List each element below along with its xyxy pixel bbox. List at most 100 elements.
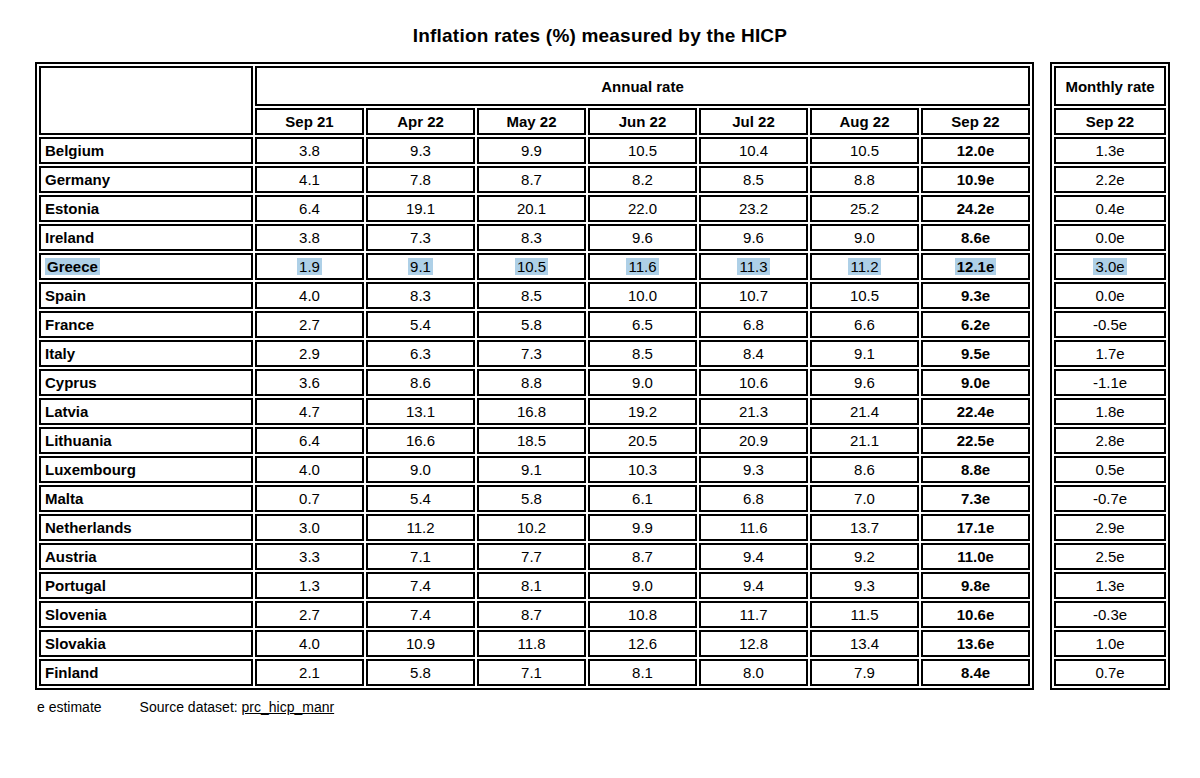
annual-value-cell: 5.4 <box>366 485 475 512</box>
annual-value-cell: 2.1 <box>255 659 364 686</box>
annual-value-cell: 7.8 <box>366 166 475 193</box>
table-row: France2.75.45.86.56.86.66.2e <box>39 311 1030 338</box>
annual-value-cell: 18.5 <box>477 427 586 454</box>
annual-value: 13.7 <box>850 519 879 536</box>
annual-value-cell: 9.0e <box>921 369 1030 396</box>
annual-value: 8.6 <box>410 374 431 391</box>
annual-value: 9.3e <box>961 287 990 304</box>
annual-value: 8.3 <box>521 229 542 246</box>
country-cell: Greece <box>39 253 253 280</box>
table-row: Latvia4.713.116.819.221.321.422.4e <box>39 398 1030 425</box>
annual-value: 2.9 <box>299 345 320 362</box>
annual-value-cell: 10.2 <box>477 514 586 541</box>
annual-value-cell: 13.7 <box>810 514 919 541</box>
monthly-table-row: 0.5e <box>1054 456 1166 483</box>
annual-value: 9.0e <box>961 374 990 391</box>
monthly-table-row: -0.5e <box>1054 311 1166 338</box>
annual-value: 8.2 <box>632 171 653 188</box>
annual-value: 10.5 <box>850 287 879 304</box>
col-header-apr22: Apr 22 <box>366 108 475 135</box>
country-label: Malta <box>45 490 83 507</box>
annual-value: 6.8 <box>743 316 764 333</box>
annual-value: 7.0 <box>854 490 875 507</box>
monthly-table-row: 0.7e <box>1054 659 1166 686</box>
annual-value: 6.3 <box>410 345 431 362</box>
monthly-table-row: 2.9e <box>1054 514 1166 541</box>
annual-value: 6.8 <box>743 490 764 507</box>
annual-value-cell: 0.7 <box>255 485 364 512</box>
annual-value: 3.8 <box>299 229 320 246</box>
annual-value: 22.0 <box>628 200 657 217</box>
annual-value: 11.6 <box>739 519 767 536</box>
country-cell: Netherlands <box>39 514 253 541</box>
annual-value: 8.8e <box>961 461 990 478</box>
monthly-value: 3.0e <box>1093 258 1126 275</box>
annual-value: 3.0 <box>299 519 320 536</box>
monthly-value-cell: 0.7e <box>1054 659 1166 686</box>
country-cell: Belgium <box>39 137 253 164</box>
monthly-table-row: 1.3e <box>1054 572 1166 599</box>
annual-value: 11.3 <box>737 258 769 275</box>
annual-value: 10.7 <box>739 287 768 304</box>
annual-value-cell: 22.4e <box>921 398 1030 425</box>
annual-value-cell: 20.5 <box>588 427 697 454</box>
country-cell: Ireland <box>39 224 253 251</box>
tables-container: Annual rate Sep 21 Apr 22 May 22 Jun 22 … <box>35 62 1200 690</box>
country-label: Portugal <box>45 577 106 594</box>
annual-value: 10.6e <box>957 606 995 623</box>
country-label: Luxembourg <box>45 461 136 478</box>
annual-value: 10.3 <box>628 461 657 478</box>
annual-value: 9.0 <box>854 229 875 246</box>
annual-value: 4.1 <box>299 171 320 188</box>
annual-value-cell: 11.6 <box>699 514 808 541</box>
annual-value: 3.3 <box>299 548 320 565</box>
monthly-table-row: 2.2e <box>1054 166 1166 193</box>
monthly-value-cell: 1.0e <box>1054 630 1166 657</box>
annual-value: 23.2 <box>739 200 768 217</box>
annual-value: 8.1 <box>632 664 653 681</box>
monthly-value: 1.8e <box>1095 403 1124 420</box>
annual-value-cell: 8.3 <box>477 224 586 251</box>
annual-value-cell: 8.4 <box>699 340 808 367</box>
annual-value-cell: 10.5 <box>477 253 586 280</box>
source-dataset-link[interactable]: prc_hicp_manr <box>242 699 335 715</box>
annual-value: 19.2 <box>628 403 657 420</box>
annual-value: 6.6 <box>854 316 875 333</box>
annual-value-cell: 8.1 <box>588 659 697 686</box>
annual-value: 8.7 <box>521 606 542 623</box>
annual-value: 9.9 <box>521 142 542 159</box>
country-label: Netherlands <box>45 519 132 536</box>
annual-value-cell: 13.6e <box>921 630 1030 657</box>
annual-value: 8.4e <box>961 664 990 681</box>
annual-value: 2.7 <box>299 606 320 623</box>
annual-value-cell: 9.6 <box>810 369 919 396</box>
annual-value: 11.0e <box>957 548 994 565</box>
monthly-value-cell: -0.5e <box>1054 311 1166 338</box>
monthly-value-cell: 1.8e <box>1054 398 1166 425</box>
annual-value: 4.0 <box>299 287 320 304</box>
annual-value-cell: 8.7 <box>588 543 697 570</box>
annual-header-row: Annual rate <box>39 66 1030 106</box>
annual-value-cell: 4.0 <box>255 630 364 657</box>
annual-value: 9.0 <box>632 577 653 594</box>
annual-value-cell: 6.4 <box>255 427 364 454</box>
annual-value: 10.5 <box>628 142 657 159</box>
monthly-table-row: 0.0e <box>1054 282 1166 309</box>
annual-value-cell: 9.1 <box>366 253 475 280</box>
annual-value: 21.4 <box>850 403 879 420</box>
annual-value: 16.6 <box>406 432 435 449</box>
annual-value-cell: 9.3 <box>810 572 919 599</box>
annual-value-cell: 3.8 <box>255 224 364 251</box>
monthly-table-body: 1.3e2.2e0.4e0.0e3.0e0.0e-0.5e1.7e-1.1e1.… <box>1054 137 1166 686</box>
monthly-value-cell: 2.5e <box>1054 543 1166 570</box>
footer: e estimateSource dataset: prc_hicp_manr <box>37 699 1200 715</box>
annual-value-cell: 16.6 <box>366 427 475 454</box>
annual-value-cell: 20.9 <box>699 427 808 454</box>
monthly-col-header-sep22: Sep 22 <box>1054 108 1166 135</box>
annual-value: 8.4 <box>743 345 764 362</box>
annual-value: 22.4e <box>957 403 995 420</box>
annual-value-cell: 6.1 <box>588 485 697 512</box>
country-cell: Italy <box>39 340 253 367</box>
annual-value: 9.5e <box>961 345 990 362</box>
annual-value: 9.2 <box>854 548 875 565</box>
